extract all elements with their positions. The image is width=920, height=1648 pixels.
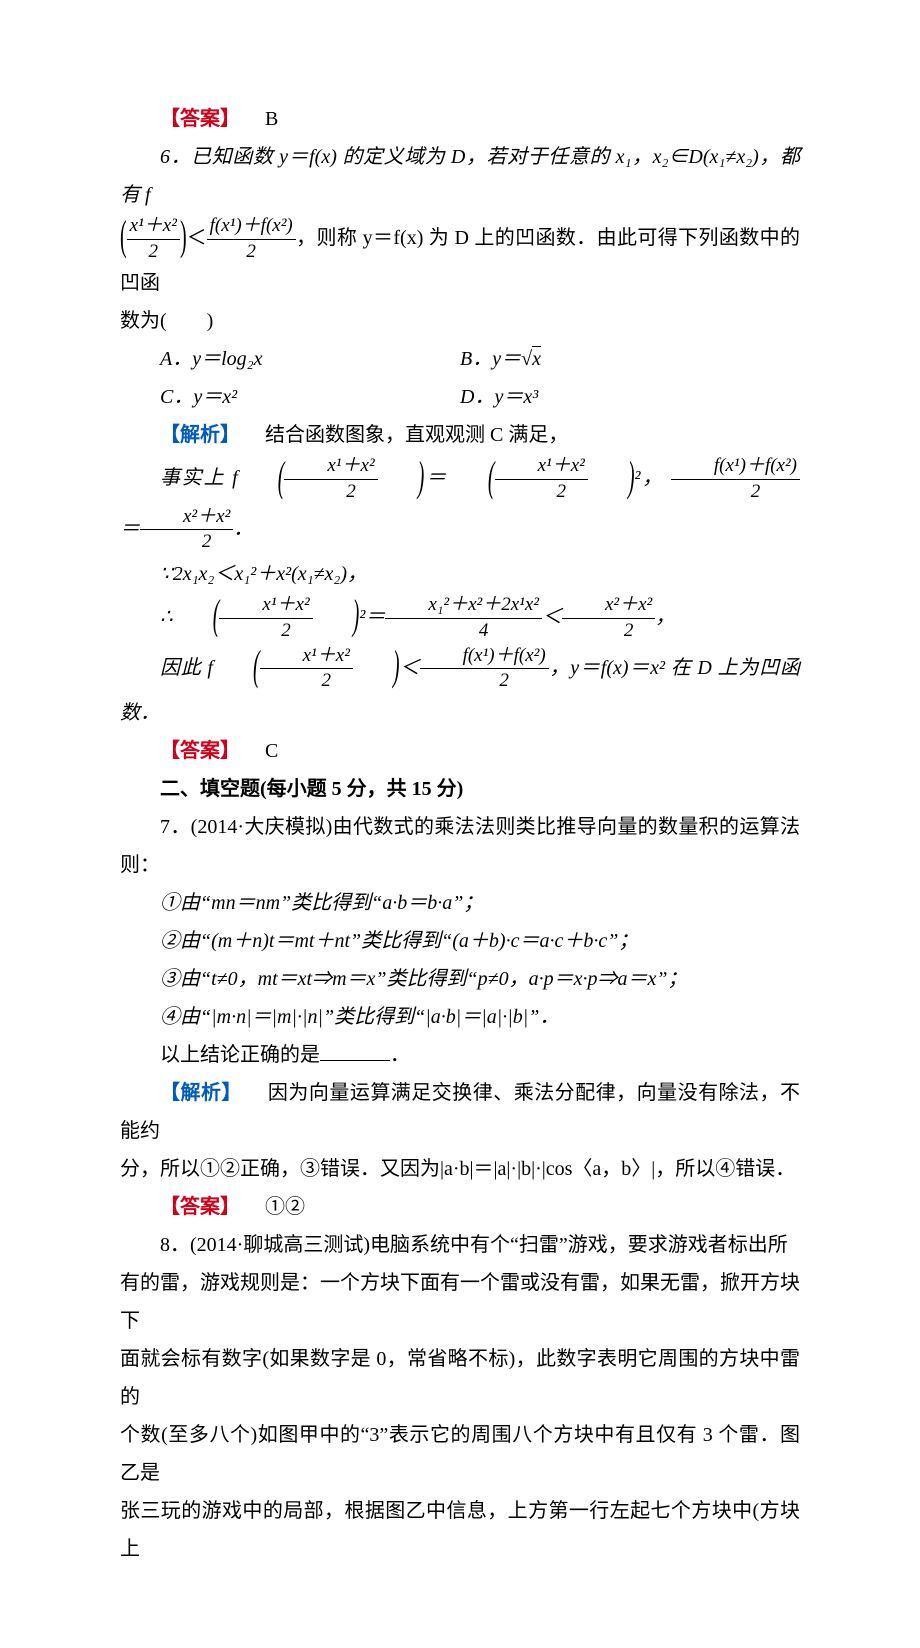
q7-explain-line2: 分，所以①②正确，③错误．又因为|a·b|＝|a|·|b|·|cos〈a，b〉|… xyxy=(120,1150,800,1188)
q6-choices-row2: C．y＝x² D．y＝x³ xyxy=(120,378,800,416)
lparen-icon: ( xyxy=(120,197,127,277)
lparen-icon: ( xyxy=(448,438,495,518)
q6-choices-row1: A．y＝log₂x B．y＝√x xyxy=(120,340,800,378)
rparen-icon: ) xyxy=(588,438,635,518)
q6-stem-line2: (x¹＋x²2)＜f(x¹)＋f(x²)2，则称 y＝f(x) 为 D 上的凹函… xyxy=(120,214,800,302)
fill-in-blank xyxy=(320,1040,390,1061)
q6-explain-line2: 事实上 f(x¹＋x²2)＝(x¹＋x²2)²， f(x¹)＋f(x²)2＝x²… xyxy=(120,454,800,555)
fraction: f(x¹)＋f(x²)2 xyxy=(420,644,549,694)
explain-label: 【解析】 xyxy=(160,424,240,446)
q7-tail: 以上结论正确的是． xyxy=(120,1036,800,1074)
q8-line5: 张三玩的游戏中的局部，根据图乙中信息，上方第一行左起七个方块中(方块上 xyxy=(120,1492,800,1568)
rparen-icon: ) xyxy=(180,197,187,277)
lparen-icon: ( xyxy=(238,438,285,518)
answer-value: ①② xyxy=(265,1196,305,1218)
explain-label: 【解析】 xyxy=(160,1082,242,1104)
answer-5: 【答案】 B xyxy=(120,100,800,138)
q6-choice-C: C．y＝x² xyxy=(120,378,460,416)
fraction: x²＋x²2 xyxy=(562,593,655,643)
rparen-icon: ) xyxy=(378,438,425,518)
answer-value: C xyxy=(265,740,278,762)
q6-choice-B: B．y＝√x xyxy=(460,340,800,378)
fraction: x¹＋x²2 xyxy=(127,214,180,264)
q6-choice-D: D．y＝x³ xyxy=(460,378,800,416)
fraction: x¹＋x²2 xyxy=(495,454,588,504)
q7-stem: 7．(2014·大庆模拟)由代数式的乘法法则类比推导向量的数量积的运算法则： xyxy=(120,808,800,884)
answer-value: B xyxy=(265,108,278,130)
q6-explain-line3: ∵2x₁x₂＜x₁²＋x²(x₁≠x₂)， xyxy=(120,555,800,593)
fraction: x²＋x²2 xyxy=(140,505,233,555)
q7-item-4: ④由“|m·n|＝|m|·|n|”类比得到“|a·b|＝|a|·|b|”． xyxy=(120,998,800,1036)
page: 【答案】 B 6．已知函数 y＝f(x) 的定义域为 D，若对于任意的 x₁，x… xyxy=(0,0,920,1648)
sqrt-icon: √x xyxy=(521,346,541,370)
q7-item-1: ①由“mn＝nm”类比得到“a·b＝b·a”； xyxy=(120,884,800,922)
q6-stem-line1: 6．已知函数 y＝f(x) 的定义域为 D，若对于任意的 x₁，x₂∈D(x₁≠… xyxy=(120,138,800,214)
fraction: x¹＋x²2 xyxy=(284,454,377,504)
q6-choice-A: A．y＝log₂x xyxy=(120,340,460,378)
answer-label: 【答案】 xyxy=(160,108,240,130)
fraction: x₁²＋x²＋2x¹x²4 xyxy=(385,593,542,643)
fraction: f(x¹)＋f(x²)2 xyxy=(207,214,296,264)
q7-answer: 【答案】 ①② xyxy=(120,1188,800,1226)
q6-stem-line3: 数为( ) xyxy=(120,302,800,340)
answer-label: 【答案】 xyxy=(160,740,240,762)
q6-answer: 【答案】 C xyxy=(120,732,800,770)
q6-explain-line5: 因此 f(x¹＋x²2)＜f(x¹)＋f(x²)2，y＝f(x)＝x² 在 D … xyxy=(120,644,800,732)
q7-explain-line1: 【解析】 因为向量运算满足交换律、乘法分配律，向量没有除法，不能约 xyxy=(120,1074,800,1150)
q8-line1: 8．(2014·聊城高三测试)电脑系统中有个“扫雷”游戏，要求游戏者标出所 xyxy=(120,1226,800,1264)
q7-item-2: ②由“(m＋n)t＝mt＋nt”类比得到“(a＋b)·c＝a·c＋b·c”； xyxy=(120,922,800,960)
section-2-heading: 二、填空题(每小题 5 分，共 15 分) xyxy=(120,770,800,808)
rparen-icon: ) xyxy=(353,627,400,707)
fraction: f(x¹)＋f(x²)2 xyxy=(671,454,800,504)
q8-line3: 面就会标有数字(如果数字是 0，常省略不标)，此数字表明它周围的方块中雷的 xyxy=(120,1340,800,1416)
lparen-icon: ( xyxy=(213,627,260,707)
q8-line4: 个数(至多八个)如图甲中的“3”表示它的周围八个方块中有且仅有 3 个雷．图乙是 xyxy=(120,1416,800,1492)
answer-label: 【答案】 xyxy=(160,1196,240,1218)
q7-item-3: ③由“t≠0，mt＝xt⇒m＝x”类比得到“p≠0，a·p＝x·p⇒a＝x”； xyxy=(120,960,800,998)
